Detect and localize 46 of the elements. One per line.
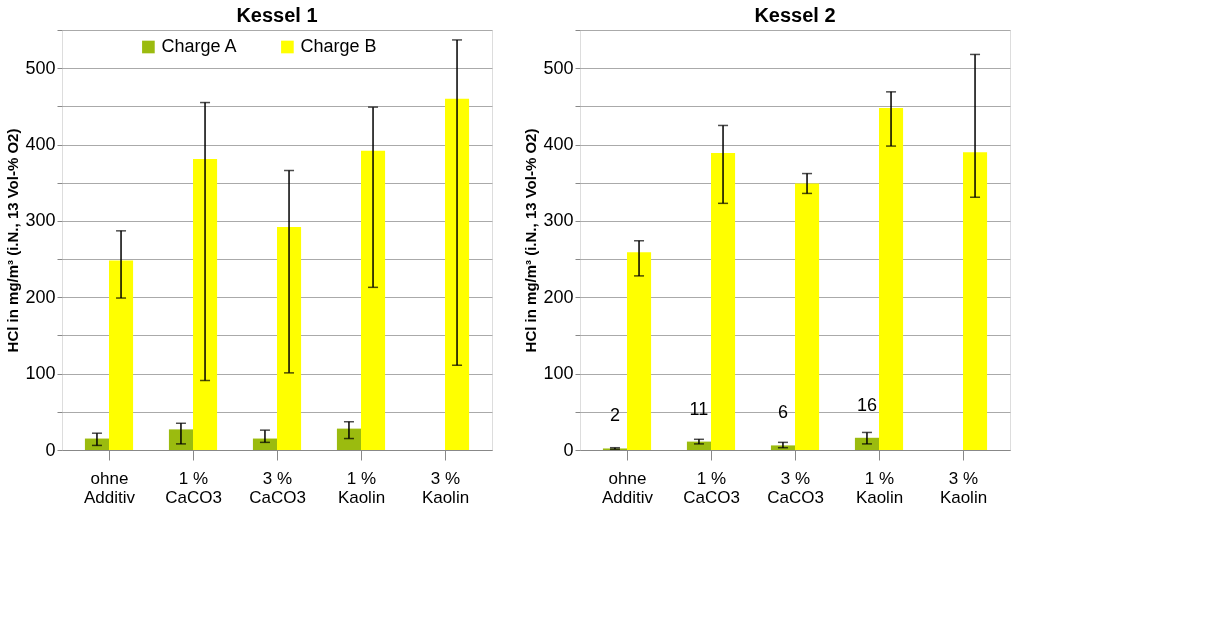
- bar: [168, 429, 193, 450]
- bar: [361, 150, 386, 450]
- bar: [963, 152, 988, 450]
- y-axis-title: HCl in mg/m³ (i.N., 13 Vol-% O2): [4, 128, 22, 353]
- bar: [711, 152, 736, 450]
- y-tick-label: 0: [45, 439, 56, 460]
- data-label: 16: [856, 394, 877, 415]
- data-label: 11: [689, 398, 709, 419]
- y-tick-label: 400: [25, 134, 56, 155]
- bar: [445, 98, 470, 450]
- chart-title: Kessel 1: [236, 3, 318, 26]
- y-tick-label: 300: [543, 210, 574, 231]
- bar: [879, 107, 904, 450]
- bar: [84, 438, 109, 450]
- x-tick-label: 1 % Kaolin: [855, 468, 904, 507]
- x-tick-label: 3 % CaCO3: [249, 468, 306, 507]
- x-tick-label: 1 % CaCO3: [165, 468, 222, 507]
- bar: [795, 183, 820, 450]
- bar: [252, 438, 277, 450]
- y-tick-label: 200: [25, 286, 56, 307]
- y-tick-label: 500: [25, 57, 56, 78]
- bar: [336, 428, 361, 450]
- x-tick-label: 1 % Kaolin: [337, 468, 386, 507]
- y-axis-title: HCl in mg/m³ (i.N., 13 Vol-% O2): [522, 128, 540, 353]
- data-label: 2: [609, 405, 620, 426]
- bar: [627, 252, 652, 450]
- y-tick-label: 200: [543, 286, 574, 307]
- legend-label: Charge A: [161, 36, 237, 56]
- y-tick-label: 500: [543, 57, 574, 78]
- y-tick-label: 0: [563, 439, 574, 460]
- x-tick-label: 3 % Kaolin: [421, 468, 470, 507]
- x-tick-label: ohne Additiv: [83, 468, 136, 507]
- y-tick-label: 100: [25, 363, 56, 384]
- x-tick-label: 1 % CaCO3: [683, 468, 740, 507]
- bar: [109, 260, 134, 450]
- bar: [193, 159, 218, 450]
- bar: [277, 227, 302, 450]
- y-tick-label: 300: [25, 210, 56, 231]
- x-tick-label: 3 % Kaolin: [939, 468, 988, 507]
- y-tick-label: 400: [543, 134, 574, 155]
- data-label: 6: [777, 402, 788, 423]
- x-tick-label: ohne Additiv: [601, 468, 654, 507]
- x-tick-label: 3 % CaCO3: [767, 468, 824, 507]
- chart-title: Kessel 2: [754, 3, 836, 26]
- legend-label: Charge B: [300, 36, 377, 56]
- y-tick-label: 100: [543, 363, 574, 384]
